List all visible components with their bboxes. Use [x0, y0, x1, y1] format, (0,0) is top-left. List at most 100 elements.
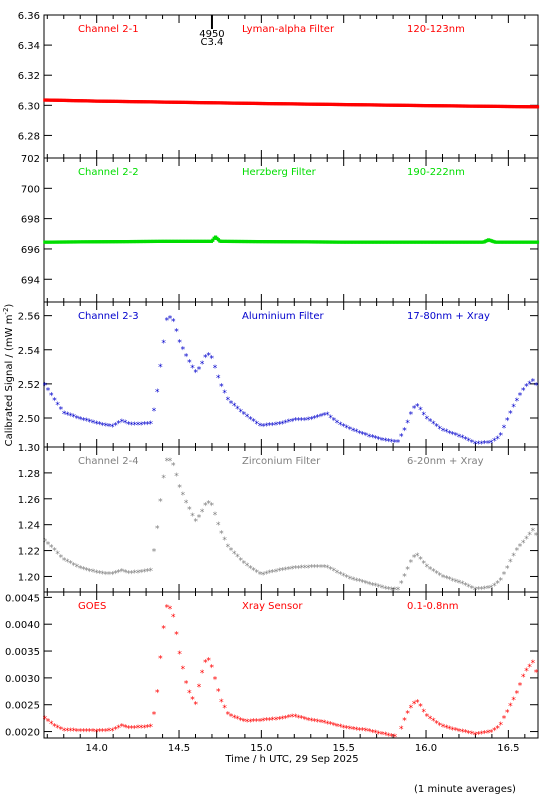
data-point-3-85: * — [316, 414, 321, 424]
data-point-4-34: * — [152, 548, 157, 558]
data-point-3-139: * — [489, 439, 494, 449]
data-point-3-7: * — [65, 411, 70, 421]
data-point-4-106: * — [383, 585, 388, 595]
data-point-3-108: * — [389, 438, 394, 448]
data-point-3-10: * — [75, 414, 80, 424]
data-point-5-63: * — [245, 718, 250, 728]
data-point-4-8: * — [68, 560, 73, 570]
data-point-4-20: * — [107, 570, 112, 580]
data-point-5-69: * — [264, 717, 269, 727]
data-point-5-35: * — [155, 689, 160, 699]
data-point-4-62: * — [242, 560, 247, 570]
data-point-5-104: * — [377, 730, 382, 740]
data-point-4-66: * — [254, 569, 259, 579]
data-point-5-34: * — [152, 710, 157, 720]
data-point-4-85: * — [316, 563, 321, 573]
data-point-5-123: * — [438, 721, 443, 731]
data-point-3-153: * — [534, 382, 539, 392]
data-point-5-82: * — [306, 716, 311, 726]
data-point-4-79: * — [296, 564, 301, 574]
data-point-3-120: * — [428, 418, 433, 428]
data-point-5-107: * — [386, 732, 391, 742]
data-point-4-35: * — [155, 524, 160, 534]
data-point-4-9: * — [71, 561, 76, 571]
panel-2-ytick-label-5: 702 — [21, 154, 40, 165]
data-point-3-58: * — [229, 399, 234, 409]
panel-5-title-2: Xray Sensor — [242, 601, 303, 612]
data-point-4-15: * — [91, 568, 96, 578]
data-point-3-4: * — [55, 401, 60, 411]
data-point-4-5: * — [59, 553, 64, 563]
data-point-3-66: * — [254, 420, 259, 430]
data-point-3-150: * — [524, 383, 529, 393]
data-point-4-128: * — [454, 578, 459, 588]
data-point-5-79: * — [296, 714, 301, 724]
data-point-4-137: * — [482, 585, 487, 595]
data-point-5-96: * — [351, 726, 356, 736]
data-point-5-14: * — [88, 728, 93, 738]
data-point-5-152: * — [531, 659, 536, 669]
data-point-3-14: * — [88, 418, 93, 428]
data-point-3-83: * — [309, 416, 314, 426]
data-point-4-30: * — [139, 569, 144, 579]
data-point-4-43: * — [181, 491, 186, 501]
data-point-4-111: * — [399, 579, 404, 589]
data-point-5-131: * — [463, 729, 468, 739]
data-point-4-1: * — [46, 541, 51, 551]
data-point-4-104: * — [377, 583, 382, 593]
data-point-5-27: * — [129, 725, 134, 735]
data-point-3-77: * — [290, 417, 295, 427]
data-point-4-96: * — [351, 576, 356, 586]
data-point-4-116: * — [415, 552, 420, 562]
data-point-3-63: * — [245, 413, 250, 423]
data-point-5-5: * — [59, 726, 64, 736]
data-point-4-109: * — [393, 586, 398, 596]
data-point-4-94: * — [344, 573, 349, 583]
data-point-4-114: * — [409, 559, 414, 569]
data-point-5-99: * — [360, 727, 365, 737]
data-point-3-22: * — [113, 422, 118, 432]
data-point-5-153: * — [534, 669, 539, 679]
data-point-5-122: * — [434, 719, 439, 729]
data-point-3-55: * — [219, 382, 224, 392]
data-point-4-81: * — [303, 564, 308, 574]
data-point-3-137: * — [482, 440, 487, 450]
data-point-3-36: * — [158, 363, 163, 373]
data-point-3-106: * — [383, 437, 388, 447]
data-point-3-3: * — [52, 396, 57, 406]
panel-4-title-1: Channel 2-4 — [78, 456, 139, 467]
data-point-3-25: * — [123, 419, 128, 429]
data-point-4-123: * — [438, 572, 443, 582]
data-point-3-88: * — [325, 411, 330, 421]
data-point-5-127: * — [450, 726, 455, 736]
data-point-5-114: * — [409, 704, 414, 714]
data-point-4-142: * — [499, 577, 504, 587]
data-point-5-117: * — [418, 703, 423, 713]
data-point-5-111: * — [399, 725, 404, 735]
panel-5-title-1: GOES — [78, 601, 106, 612]
data-point-3-117: * — [418, 406, 423, 416]
data-point-4-127: * — [450, 577, 455, 587]
data-point-5-23: * — [116, 724, 121, 734]
data-point-3-145: * — [508, 410, 513, 420]
data-point-4-135: * — [476, 586, 481, 596]
data-point-3-118: * — [421, 411, 426, 421]
data-point-3-86: * — [319, 413, 324, 423]
data-point-4-67: * — [258, 571, 263, 581]
data-point-3-37: * — [161, 339, 166, 349]
data-point-5-109: * — [393, 733, 398, 743]
data-point-5-95: * — [348, 725, 353, 735]
data-point-5-28: * — [132, 724, 137, 734]
data-point-5-58: * — [229, 713, 234, 723]
data-point-5-118: * — [421, 708, 426, 718]
data-point-3-100: * — [364, 432, 369, 442]
panel-4-ytick-label-3: 1.24 — [18, 521, 40, 532]
data-point-4-101: * — [367, 580, 372, 590]
data-point-3-143: * — [502, 424, 507, 434]
data-point-3-9: * — [71, 413, 76, 423]
panel-1-ytick-label-4: 6.34 — [18, 41, 40, 52]
data-point-5-73: * — [277, 716, 282, 726]
data-point-3-129: * — [457, 433, 462, 443]
data-point-5-125: * — [444, 724, 449, 734]
data-point-5-145: * — [508, 702, 513, 712]
